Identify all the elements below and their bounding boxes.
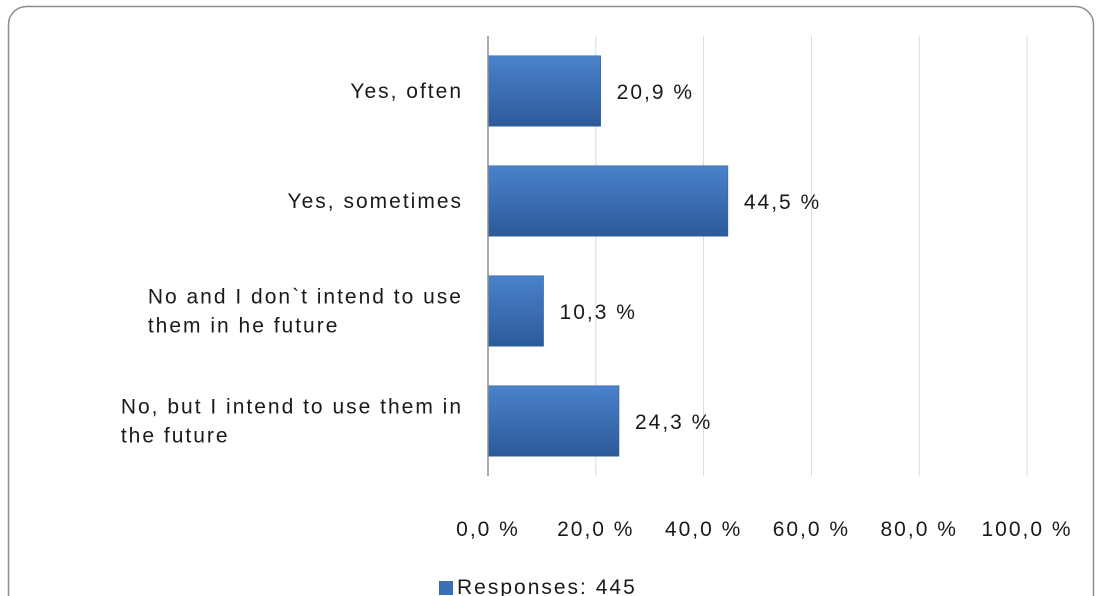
category-label: No, but I intend to use them in	[121, 396, 463, 419]
x-tick-label: 40,0 %	[665, 518, 742, 541]
category-label: the future	[121, 425, 230, 448]
chart-border	[7, 5, 1095, 596]
bar	[487, 55, 601, 127]
category-label: Yes, sometimes	[288, 190, 463, 213]
x-tick-label: 80,0 %	[881, 518, 958, 541]
data-label: 20,9 %	[617, 81, 694, 104]
data-label: 10,3 %	[560, 301, 637, 324]
category-label: them in he future	[148, 315, 340, 338]
data-label: 24,3 %	[635, 411, 712, 434]
category-label: Yes, often	[350, 80, 463, 103]
x-tick-label: 20,0 %	[557, 518, 634, 541]
x-tick-label: 0,0 %	[456, 518, 520, 541]
legend-label: Responses: 445	[457, 576, 637, 596]
bar	[487, 275, 544, 347]
x-tick-label: 100,0 %	[981, 518, 1072, 541]
bar	[487, 385, 620, 457]
category-label: No and I don`t intend to use	[148, 286, 463, 309]
bar	[487, 165, 729, 237]
legend-swatch	[439, 581, 453, 595]
x-tick-label: 60,0 %	[773, 518, 850, 541]
data-label: 44,5 %	[744, 191, 821, 214]
